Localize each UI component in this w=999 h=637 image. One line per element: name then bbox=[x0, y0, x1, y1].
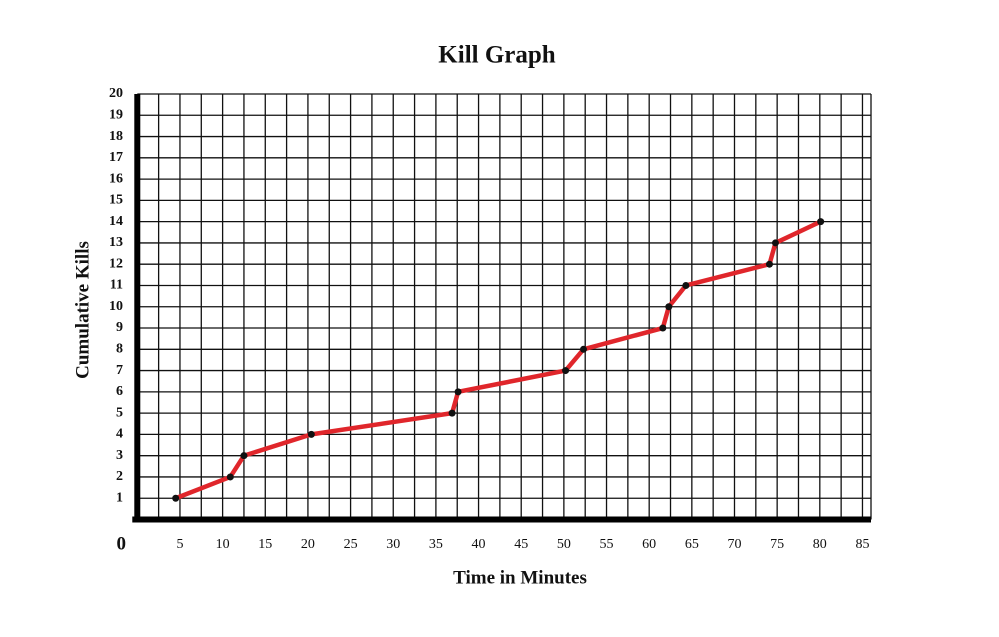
data-point bbox=[765, 260, 773, 268]
x-tick-label: 70 bbox=[727, 537, 741, 552]
data-point bbox=[579, 345, 587, 353]
data-point bbox=[665, 303, 673, 311]
y-tick-label: 4 bbox=[116, 427, 123, 442]
y-tick-label: 10 bbox=[109, 299, 123, 314]
x-tick-label: 80 bbox=[813, 537, 827, 552]
data-point bbox=[226, 473, 234, 481]
x-tick-label: 45 bbox=[514, 537, 528, 552]
data-line bbox=[173, 219, 823, 501]
data-point bbox=[817, 218, 825, 226]
data-point bbox=[172, 494, 180, 502]
y-tick-label: 11 bbox=[110, 278, 123, 293]
x-tick-label: 40 bbox=[472, 537, 486, 552]
x-tick-label: 15 bbox=[258, 537, 272, 552]
y-tick-label: 7 bbox=[116, 363, 123, 378]
x-tick-label: 5 bbox=[176, 537, 183, 552]
chart-title: Kill Graph bbox=[438, 42, 555, 69]
y-tick-label: 14 bbox=[109, 214, 123, 229]
y-tick-label: 2 bbox=[116, 469, 123, 484]
data-point bbox=[659, 324, 667, 332]
data-point bbox=[771, 239, 779, 247]
data-point bbox=[562, 367, 570, 375]
y-tick-label: 12 bbox=[109, 256, 123, 271]
y-tick-label: 18 bbox=[109, 129, 123, 144]
y-tick-label: 15 bbox=[109, 193, 123, 208]
y-tick-label: 3 bbox=[116, 448, 123, 463]
data-point bbox=[682, 281, 690, 289]
x-tick-label: 50 bbox=[557, 537, 571, 552]
y-tick-label: 9 bbox=[116, 320, 123, 335]
y-tick-label: 20 bbox=[109, 86, 123, 101]
y-tick-label: 1 bbox=[116, 490, 123, 505]
x-tick-label: 75 bbox=[770, 537, 784, 552]
x-tick-label: 25 bbox=[344, 537, 358, 552]
y-tick-label: 13 bbox=[109, 235, 123, 250]
y-axis-label: Cumulative Kills bbox=[72, 241, 93, 379]
x-tick-label: 60 bbox=[642, 537, 656, 552]
x-tick-label: 10 bbox=[216, 537, 230, 552]
x-tick-label: 65 bbox=[685, 537, 699, 552]
data-point bbox=[454, 388, 462, 396]
data-point bbox=[307, 430, 315, 438]
data-point bbox=[448, 409, 456, 417]
x-tick-label: 30 bbox=[386, 537, 400, 552]
x-tick-label: 20 bbox=[301, 537, 315, 552]
y-tick-label: 6 bbox=[116, 384, 123, 399]
y-tick-label: 5 bbox=[116, 405, 123, 420]
y-tick-label: 8 bbox=[116, 342, 123, 357]
x-tick-label: 55 bbox=[600, 537, 614, 552]
data-point bbox=[240, 452, 248, 460]
x-tick-label: 85 bbox=[855, 537, 869, 552]
x-axis-label: Time in Minutes bbox=[453, 567, 587, 588]
origin-label: 0 bbox=[117, 533, 127, 554]
y-tick-label: 19 bbox=[109, 107, 123, 122]
y-tick-label: 17 bbox=[109, 150, 123, 165]
y-tick-label: 16 bbox=[109, 171, 123, 186]
x-tick-label: 35 bbox=[429, 537, 443, 552]
